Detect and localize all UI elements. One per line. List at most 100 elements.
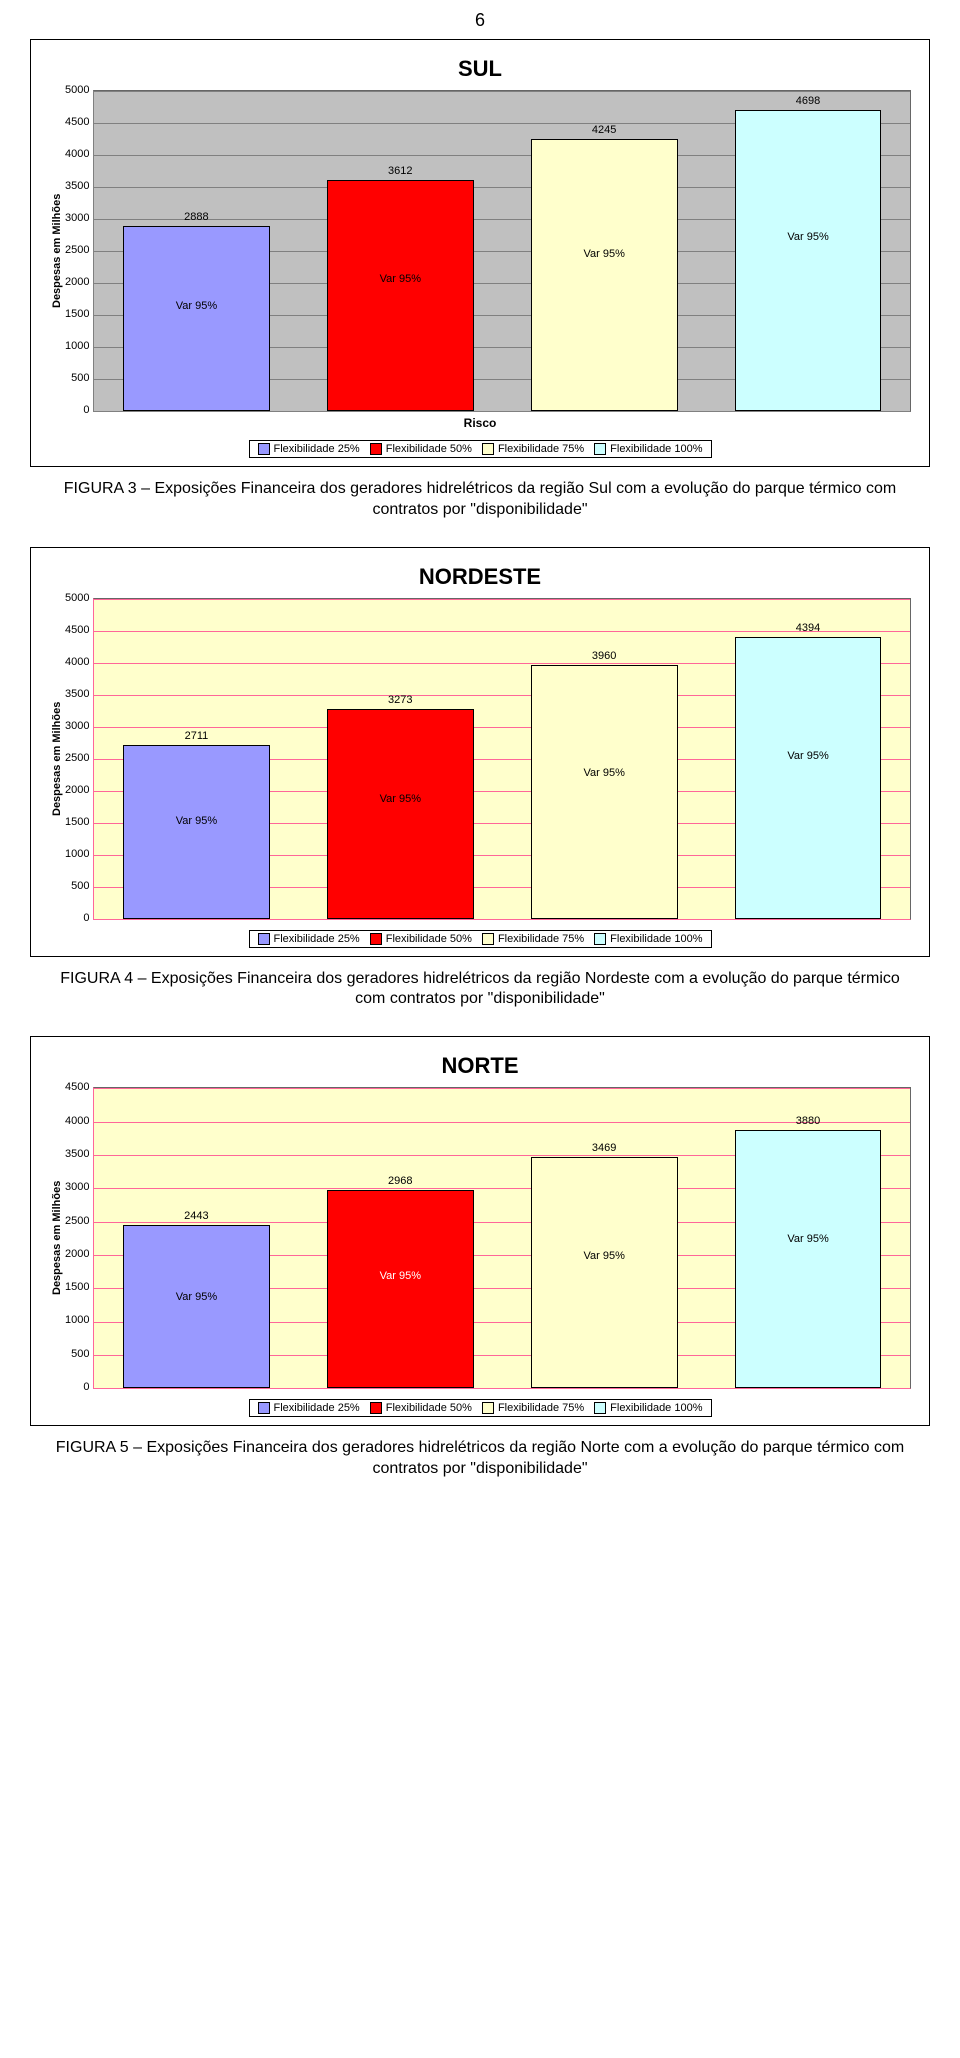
legend-item: Flexibilidade 75% bbox=[482, 933, 584, 945]
bar: 2968Var 95% bbox=[327, 1190, 474, 1388]
bar: 4698Var 95% bbox=[735, 110, 882, 411]
legend-label: Flexibilidade 75% bbox=[498, 1402, 584, 1414]
bar-value: 3612 bbox=[328, 165, 473, 177]
legend-swatch bbox=[594, 933, 606, 945]
legend-label: Flexibilidade 50% bbox=[386, 1402, 472, 1414]
legend-swatch bbox=[258, 933, 270, 945]
chart-title: SUL bbox=[49, 56, 911, 82]
bar-value: 2443 bbox=[124, 1210, 269, 1222]
legend-label: Flexibilidade 50% bbox=[386, 933, 472, 945]
figure-caption: FIGURA 5 – Exposições Financeira dos ger… bbox=[50, 1438, 910, 1480]
bar-slot: 3880 Var 95% bbox=[735, 1088, 882, 1388]
bar: 2888Var 95% bbox=[123, 226, 270, 411]
legend-label: Flexibilidade 75% bbox=[498, 443, 584, 455]
bar-slot: 3960Var 95% bbox=[531, 599, 678, 919]
page-number: 6 bbox=[30, 10, 930, 31]
bar-inside-label: Var 95% bbox=[124, 300, 269, 312]
bar-slot: 3612 Var 95% bbox=[327, 91, 474, 411]
legend: Flexibilidade 25% Flexibilidade 50% Flexib… bbox=[249, 930, 712, 948]
figure-caption: FIGURA 4 – Exposições Financeira dos ger… bbox=[50, 969, 910, 1011]
legend-item: Flexibilidade 25% bbox=[258, 443, 360, 455]
bar-inside-label: Var 95% bbox=[328, 793, 473, 805]
bar: 3880Var 95% bbox=[735, 1130, 882, 1389]
legend-swatch bbox=[258, 443, 270, 455]
y-axis: 450040003500300025002000150010005000 bbox=[65, 1087, 93, 1387]
bar: 4394Var 95% bbox=[735, 637, 882, 918]
bar: 3273Var 95% bbox=[327, 709, 474, 918]
legend-label: Flexibilidade 100% bbox=[610, 1402, 702, 1414]
y-axis-label: Despesas em Milhões bbox=[49, 1087, 65, 1389]
bar-slot: 4698 Var 95% bbox=[735, 91, 882, 411]
bar-slot: 2443Var 95% bbox=[123, 1088, 270, 1388]
chart-box: NORDESTE Despesas em Milhões5000450040003… bbox=[30, 547, 930, 957]
legend-label: Flexibilidade 100% bbox=[610, 933, 702, 945]
legend-swatch bbox=[594, 443, 606, 455]
bar-inside-label: Var 95% bbox=[736, 1233, 881, 1245]
bar-slot: 2711 Var 95% bbox=[123, 599, 270, 919]
bar-slot: 4245Var 95% bbox=[531, 91, 678, 411]
bar-inside-label: Var 95% bbox=[532, 767, 677, 779]
plot-area: 2711Var 95%3273Var 95%3960Var 95%4394Var… bbox=[93, 598, 911, 920]
legend-label: Flexibilidade 75% bbox=[498, 933, 584, 945]
figure-caption: FIGURA 3 – Exposições Financeira dos ger… bbox=[50, 479, 910, 521]
y-axis-label: Despesas em Milhões bbox=[49, 598, 65, 920]
bar-value: 4698 bbox=[736, 95, 881, 107]
legend-item: Flexibilidade 50% bbox=[370, 1402, 472, 1414]
bar-slot: 3273 Var 95% bbox=[327, 599, 474, 919]
legend-item: Flexibilidade 50% bbox=[370, 443, 472, 455]
bar-value: 3469 bbox=[532, 1142, 677, 1154]
plot-area: 2888 Var 95% 3612 Var 95% 4245Var 95% 4698 Var… bbox=[93, 90, 911, 412]
bar: 2443Var 95% bbox=[123, 1225, 270, 1388]
bar-value: 2968 bbox=[328, 1175, 473, 1187]
y-axis: 5000450040003500300025002000150010005000 bbox=[65, 598, 93, 918]
grid-line bbox=[94, 919, 910, 920]
legend-item: Flexibilidade 100% bbox=[594, 933, 702, 945]
legend-swatch bbox=[594, 1402, 606, 1414]
legend-item: Flexibilidade 100% bbox=[594, 443, 702, 455]
legend-label: Flexibilidade 25% bbox=[274, 1402, 360, 1414]
chart-box: NORTE Despesas em Milhões4500400035003000… bbox=[30, 1036, 930, 1426]
legend-swatch bbox=[370, 1402, 382, 1414]
chart-box: SUL Despesas em Milhões500045004000350030… bbox=[30, 39, 930, 467]
legend-swatch bbox=[370, 443, 382, 455]
legend-item: Flexibilidade 75% bbox=[482, 443, 584, 455]
legend-swatch bbox=[482, 1402, 494, 1414]
legend-label: Flexibilidade 25% bbox=[274, 443, 360, 455]
legend-swatch bbox=[482, 933, 494, 945]
legend-label: Flexibilidade 50% bbox=[386, 443, 472, 455]
grid-line bbox=[94, 1388, 910, 1389]
y-axis-label: Despesas em Milhões bbox=[49, 90, 65, 412]
bar-slot: 2888 Var 95% bbox=[123, 91, 270, 411]
y-axis: 5000450040003500300025002000150010005000 bbox=[65, 90, 93, 410]
bar-inside-label: Var 95% bbox=[736, 231, 881, 243]
chart-title: NORDESTE bbox=[49, 564, 911, 590]
bar-inside-label: Var 95% bbox=[532, 1250, 677, 1262]
bar: 3469Var 95% bbox=[531, 1157, 678, 1388]
legend-item: Flexibilidade 75% bbox=[482, 1402, 584, 1414]
bar-slot: 3469 Var 95% bbox=[531, 1088, 678, 1388]
bar-value: 2711 bbox=[124, 730, 269, 742]
legend-swatch bbox=[370, 933, 382, 945]
legend-label: Flexibilidade 100% bbox=[610, 443, 702, 455]
bar-value: 4394 bbox=[736, 622, 881, 634]
bar-inside-label: Var 95% bbox=[328, 1270, 473, 1282]
bar: 2711Var 95% bbox=[123, 745, 270, 919]
legend-swatch bbox=[258, 1402, 270, 1414]
bar: 3960Var 95% bbox=[531, 665, 678, 918]
bar-value: 4245 bbox=[532, 124, 677, 136]
chart-title: NORTE bbox=[49, 1053, 911, 1079]
x-axis-label: Risco bbox=[49, 416, 911, 430]
plot-area: 2443Var 95% 2968 Var 95% 3469 Var 95% 3880 Var… bbox=[93, 1087, 911, 1389]
grid-line bbox=[94, 411, 910, 412]
bar-inside-label: Var 95% bbox=[328, 273, 473, 285]
bar-value: 3880 bbox=[736, 1115, 881, 1127]
bar-inside-label: Var 95% bbox=[736, 750, 881, 762]
bar-value: 2888 bbox=[124, 211, 269, 223]
bar-inside-label: Var 95% bbox=[124, 815, 269, 827]
bar-value: 3273 bbox=[328, 694, 473, 706]
legend-item: Flexibilidade 25% bbox=[258, 933, 360, 945]
legend-item: Flexibilidade 100% bbox=[594, 1402, 702, 1414]
bar: 3612Var 95% bbox=[327, 180, 474, 411]
bar-slot: 2968 Var 95% bbox=[327, 1088, 474, 1388]
bar: 4245Var 95% bbox=[531, 139, 678, 411]
